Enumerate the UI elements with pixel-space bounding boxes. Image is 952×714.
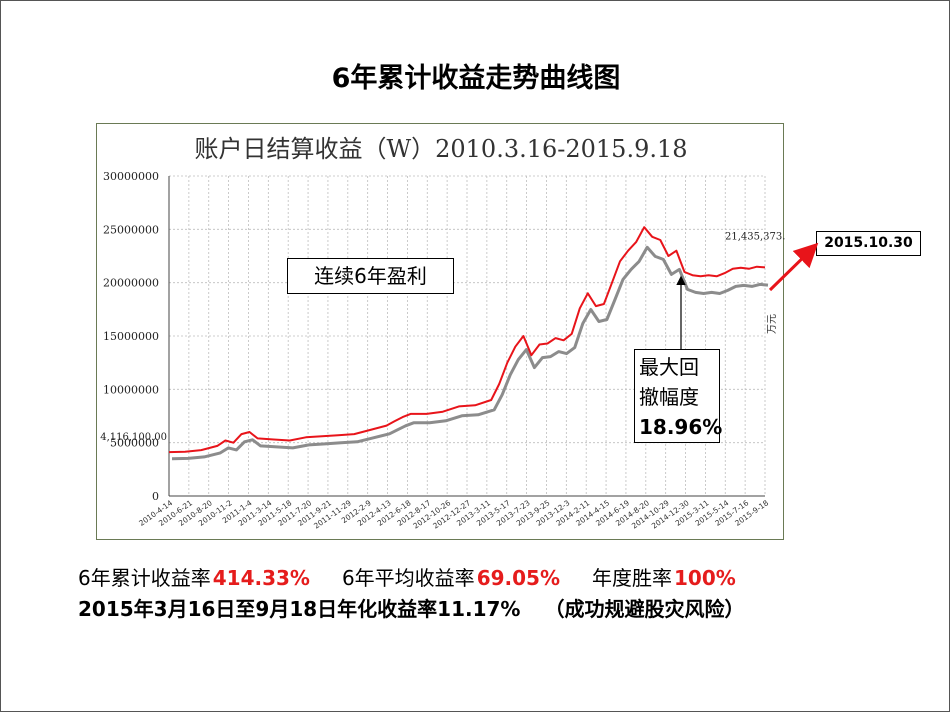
max-drawdown-callout: 最大回 撤幅度 18.96%: [634, 349, 723, 443]
max-drawdown-line1: 最大回: [639, 355, 699, 379]
annualized-text: 2015年3月16日至9月18日年化收益率11.17%: [78, 597, 521, 621]
y-tick-label: 5000000: [110, 437, 159, 450]
y-tick-label: 15000000: [103, 330, 159, 343]
chart: 账户日结算收益（W）2010.3.16-2015.9.18 0 5000000 100…: [100, 135, 785, 531]
consecutive-profit-callout: 连续6年盈利: [287, 258, 454, 294]
max-drawdown-value: 18.96%: [639, 415, 723, 439]
y-axis-unit-label: 万元: [767, 314, 778, 334]
y-tick-label: 30000000: [103, 170, 159, 183]
slide-title: 6年累计收益走势曲线图: [331, 63, 621, 94]
chart-title: 账户日结算收益（W）2010.3.16-2015.9.18: [194, 135, 687, 163]
cumulative-value: 414.33%: [212, 566, 310, 590]
cumulative-label: 6年累计收益率: [78, 566, 211, 590]
max-drawdown-line2: 撤幅度: [639, 385, 699, 409]
stats-row-1: 6年累计收益率 414.33% 6年平均收益率 69.05% 年度胜率 100%: [78, 562, 736, 591]
average-label: 6年平均收益率: [341, 566, 475, 590]
date-callout: 2015.10.30: [816, 231, 921, 256]
win-value: 100%: [674, 566, 736, 590]
y-tick-label: 10000000: [103, 383, 159, 396]
y-tick-label: 20000000: [103, 277, 159, 290]
start-value-label: 4,116,100.00: [100, 432, 167, 443]
stats-row-2: 2015年3月16日至9月18日年化收益率11.17% （成功规避股灾风险）: [78, 593, 744, 622]
end-value-label: 21,435,373.72: [725, 231, 785, 242]
y-tick-label: 0: [152, 490, 159, 503]
win-label: 年度胜率: [592, 566, 672, 590]
annualized-note: （成功规避股灾风险）: [544, 597, 745, 621]
series-line: [168, 226, 766, 454]
chart-frame: 账户日结算收益（W）2010.3.16-2015.9.18 0 5000000 100…: [96, 123, 785, 540]
average-value: 69.05%: [476, 566, 560, 590]
y-tick-label: 25000000: [103, 223, 159, 236]
series-shadow-line: [171, 245, 769, 461]
